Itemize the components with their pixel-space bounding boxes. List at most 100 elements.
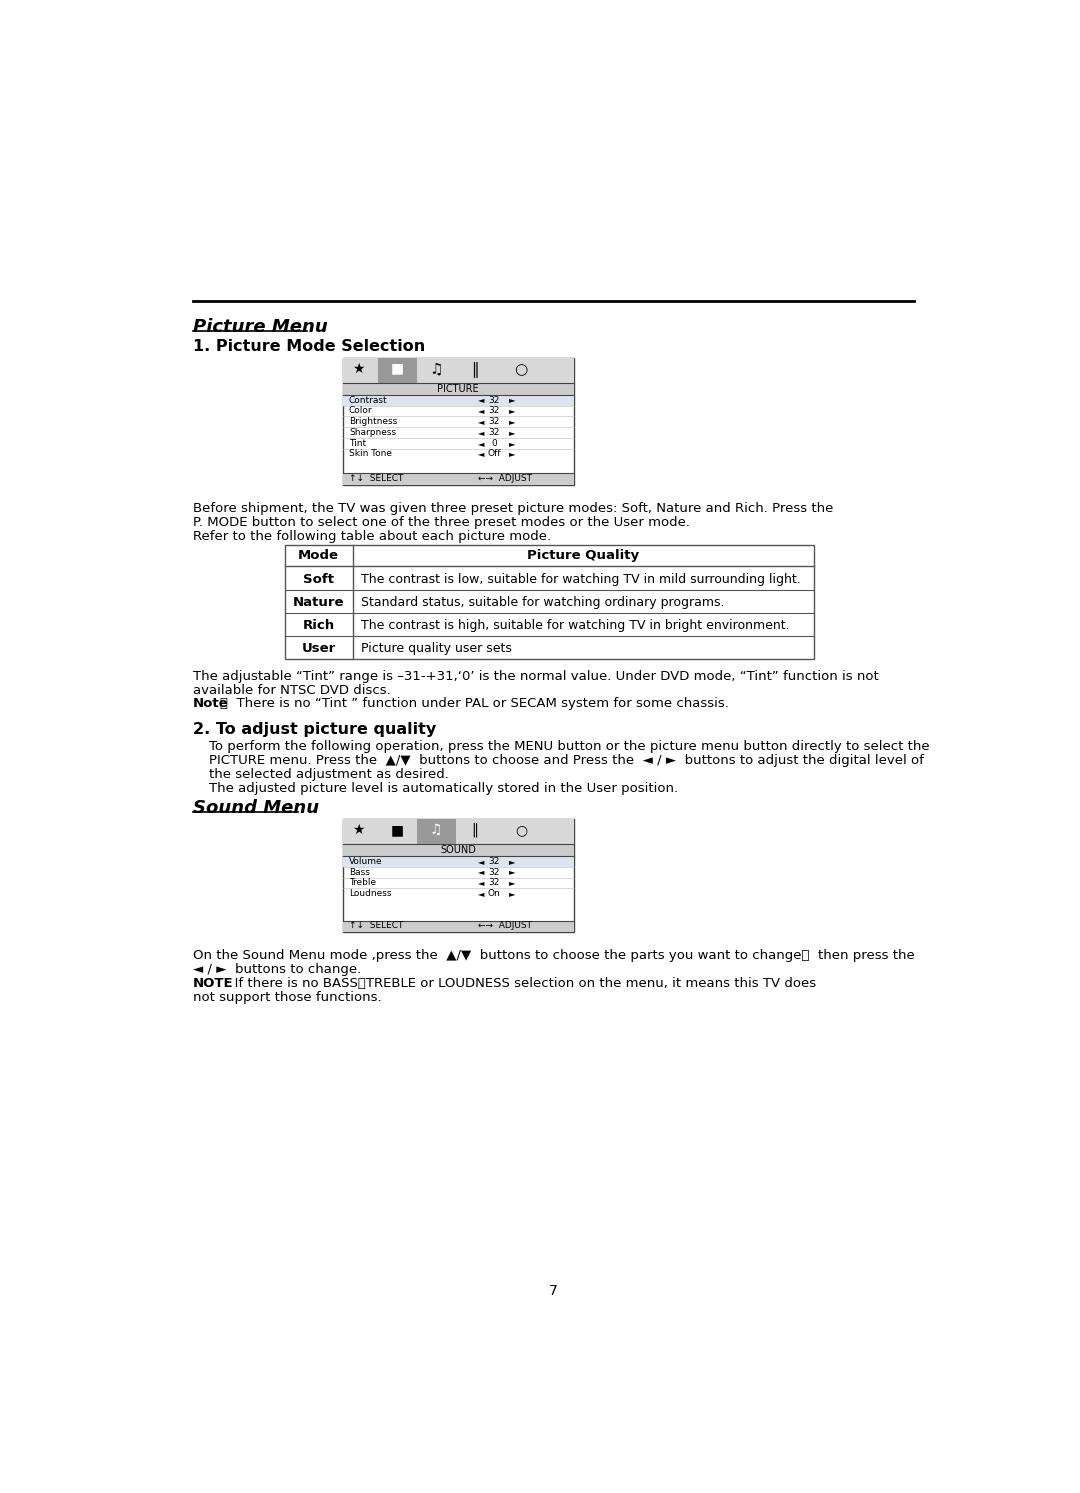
Text: ►: ► <box>510 449 516 458</box>
Bar <box>343 855 572 867</box>
Bar <box>284 545 814 658</box>
Text: 7: 7 <box>549 1284 558 1297</box>
Text: Picture Menu: Picture Menu <box>193 318 328 336</box>
Text: ►: ► <box>510 396 516 405</box>
Bar <box>342 921 573 932</box>
Text: 32: 32 <box>488 857 500 866</box>
Text: ►: ► <box>510 857 516 866</box>
Text: User: User <box>301 642 336 655</box>
Text: ♫: ♫ <box>429 361 443 376</box>
Text: ◄: ◄ <box>478 396 485 405</box>
Text: ◄: ◄ <box>478 857 485 866</box>
Text: ◄: ◄ <box>478 439 485 448</box>
Text: The contrast is high, suitable for watching TV in bright environment.: The contrast is high, suitable for watch… <box>361 618 789 632</box>
Text: ◄: ◄ <box>478 417 485 426</box>
Bar <box>378 358 417 384</box>
Text: ‖: ‖ <box>471 361 478 378</box>
Bar <box>417 820 456 845</box>
Text: Sound Menu: Sound Menu <box>193 799 320 817</box>
Text: Off: Off <box>487 449 500 458</box>
Text: ◄ / ►  buttons to change.: ◄ / ► buttons to change. <box>193 963 362 976</box>
Text: the selected adjustment as desired.: the selected adjustment as desired. <box>208 769 448 781</box>
Text: ■: ■ <box>390 361 404 376</box>
Text: 32: 32 <box>488 878 500 887</box>
Text: ‖: ‖ <box>471 823 477 838</box>
Text: ↑↓  SELECT: ↑↓ SELECT <box>349 475 403 484</box>
Text: NOTE: NOTE <box>193 976 233 990</box>
Bar <box>342 820 573 932</box>
Text: ◄: ◄ <box>478 449 485 458</box>
Text: To perform the following operation, press the MENU button or the picture menu bu: To perform the following operation, pres… <box>208 741 929 754</box>
Text: Tint: Tint <box>349 439 366 448</box>
Bar <box>342 473 573 485</box>
Text: ←→  ADJUST: ←→ ADJUST <box>478 921 532 930</box>
Text: The contrast is low, suitable for watching TV in mild surrounding light.: The contrast is low, suitable for watchi… <box>361 573 800 585</box>
Text: ►: ► <box>510 439 516 448</box>
Bar <box>342 384 573 394</box>
Text: ♫: ♫ <box>430 823 442 838</box>
Text: Color: Color <box>349 406 373 415</box>
Text: ►: ► <box>510 867 516 876</box>
Text: ：  There is no “Tint ” function under PAL or SECAM system for some chassis.: ： There is no “Tint ” function under PAL… <box>220 697 729 711</box>
Bar <box>342 820 573 845</box>
Text: Mode: Mode <box>298 549 339 561</box>
Text: ►: ► <box>510 406 516 415</box>
Text: not support those functions.: not support those functions. <box>193 991 381 1003</box>
Text: : If there is no BASS、TREBLE or LOUDNESS selection on the menu, it means this TV: : If there is no BASS、TREBLE or LOUDNESS… <box>226 976 815 990</box>
Bar <box>342 358 573 384</box>
Text: On the Sound Menu mode ,press the  ▲/▼  buttons to choose the parts you want to : On the Sound Menu mode ,press the ▲/▼ bu… <box>193 950 915 961</box>
Bar <box>342 845 573 855</box>
Text: 32: 32 <box>488 428 500 437</box>
Text: ★: ★ <box>352 823 364 838</box>
Text: ↑↓  SELECT: ↑↓ SELECT <box>349 921 403 930</box>
Text: Contrast: Contrast <box>349 396 388 405</box>
Text: ■: ■ <box>390 823 404 838</box>
Bar <box>342 358 573 485</box>
Text: ←→  ADJUST: ←→ ADJUST <box>478 475 532 484</box>
Text: The adjustable “Tint” range is –31-+31,‘0’ is the normal value. Under DVD mode, : The adjustable “Tint” range is –31-+31,‘… <box>193 670 879 682</box>
Text: 32: 32 <box>488 406 500 415</box>
Text: ◄: ◄ <box>478 890 485 899</box>
Text: ►: ► <box>510 890 516 899</box>
Text: Volume: Volume <box>349 857 382 866</box>
Text: Rich: Rich <box>302 618 335 632</box>
Text: 2. To adjust picture quality: 2. To adjust picture quality <box>193 723 436 738</box>
Text: PICTURE: PICTURE <box>437 384 480 394</box>
Text: 0: 0 <box>491 439 497 448</box>
Text: Picture quality user sets: Picture quality user sets <box>361 642 512 655</box>
Text: P. MODE button to select one of the three preset modes or the User mode.: P. MODE button to select one of the thre… <box>193 515 690 529</box>
Text: Refer to the following table about each picture mode.: Refer to the following table about each … <box>193 530 551 542</box>
Text: Skin Tone: Skin Tone <box>349 449 392 458</box>
Text: Treble: Treble <box>349 878 376 887</box>
Text: ★: ★ <box>352 361 364 376</box>
Text: Standard status, suitable for watching ordinary programs.: Standard status, suitable for watching o… <box>361 596 724 609</box>
Text: 32: 32 <box>488 417 500 426</box>
Text: ○: ○ <box>515 823 527 838</box>
Text: Sharpness: Sharpness <box>349 428 396 437</box>
Text: 32: 32 <box>488 867 500 876</box>
Text: 1. Picture Mode Selection: 1. Picture Mode Selection <box>193 339 426 354</box>
Text: Nature: Nature <box>293 596 345 609</box>
Text: 32: 32 <box>488 396 500 405</box>
Text: SOUND: SOUND <box>441 845 476 855</box>
Text: Bass: Bass <box>349 867 369 876</box>
Text: ►: ► <box>510 417 516 426</box>
Text: PICTURE menu. Press the  ▲/▼  buttons to choose and Press the  ◄ / ►  buttons to: PICTURE menu. Press the ▲/▼ buttons to c… <box>208 754 923 767</box>
Text: ◄: ◄ <box>478 878 485 887</box>
Text: Brightness: Brightness <box>349 417 397 426</box>
Text: Picture Quality: Picture Quality <box>527 549 639 561</box>
Text: Loudness: Loudness <box>349 890 391 899</box>
Text: Note: Note <box>193 697 229 711</box>
Bar <box>343 394 572 406</box>
Text: ◄: ◄ <box>478 867 485 876</box>
Text: Before shipment, the TV was given three preset picture modes: Soft, Nature and R: Before shipment, the TV was given three … <box>193 502 834 515</box>
Text: On: On <box>487 890 500 899</box>
Text: ◄: ◄ <box>478 428 485 437</box>
Text: The adjusted picture level is automatically stored in the User position.: The adjusted picture level is automatica… <box>208 782 678 796</box>
Text: ►: ► <box>510 428 516 437</box>
Text: Soft: Soft <box>303 573 334 585</box>
Text: ○: ○ <box>514 361 527 376</box>
Text: ►: ► <box>510 878 516 887</box>
Text: ◄: ◄ <box>478 406 485 415</box>
Text: available for NTSC DVD discs.: available for NTSC DVD discs. <box>193 684 391 697</box>
